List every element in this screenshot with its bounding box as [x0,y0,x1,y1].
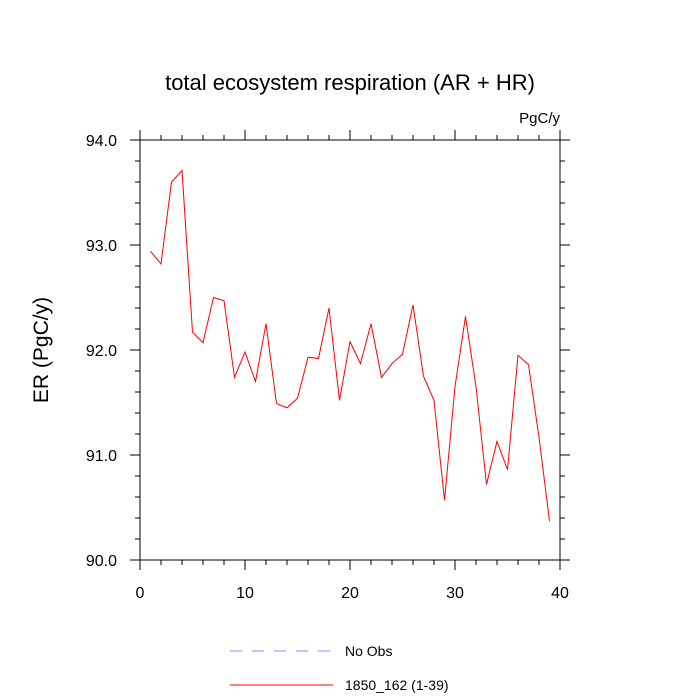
y-axis-label: ER (PgC/y) [30,297,53,403]
units-label: PgC/y [519,110,560,127]
legend-label: 1850_162 (1-39) [345,677,449,693]
x-tick-label: 20 [341,585,359,602]
x-tick-label: 40 [551,585,569,602]
y-tick-label: 92.0 [86,343,117,360]
series-group [150,169,550,522]
y-tick-label: 91.0 [86,448,117,465]
x-tick-label: 0 [136,585,145,602]
y-tick-label: 93.0 [86,238,117,255]
y-tick-label: 94.0 [86,133,117,150]
series-line [150,169,550,522]
legend: No Obs 1850_162 (1-39) [230,643,449,693]
chart-title: total ecosystem respiration (AR + HR) [165,70,535,95]
tick-group: 0 10 20 30 40 90.0 91.0 92.0 93.0 94.0 [86,130,570,602]
legend-label: No Obs [345,643,392,659]
x-tick-label: 30 [446,585,464,602]
y-tick-label: 90.0 [86,553,117,570]
plot-frame [139,139,561,561]
x-tick-label: 10 [236,585,254,602]
